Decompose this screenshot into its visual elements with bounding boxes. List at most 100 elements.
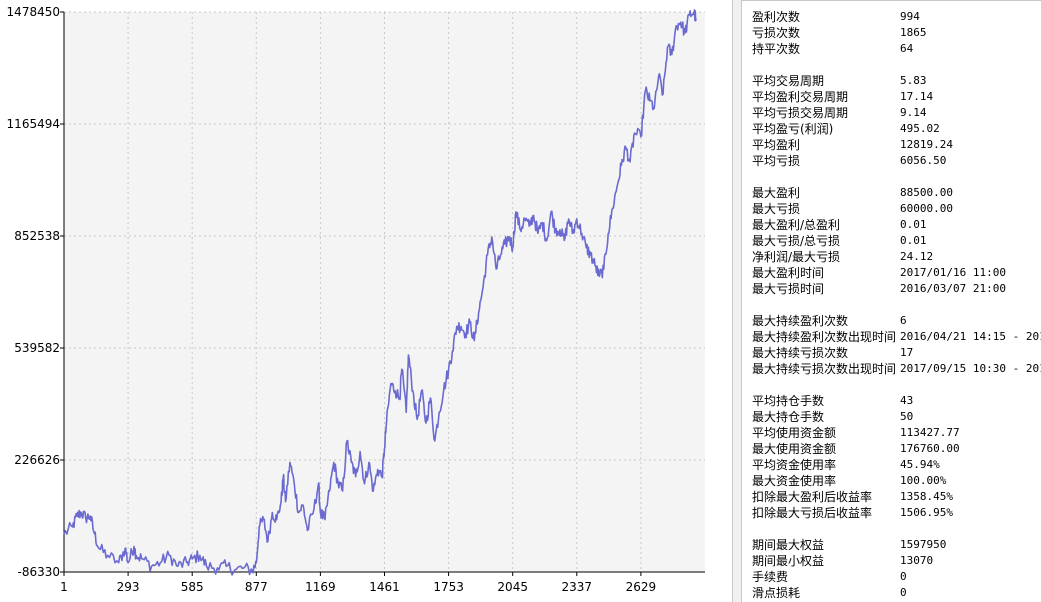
x-tick-label: 1461 [369,580,400,594]
stat-value: 17 [900,346,914,359]
stat-label: 扣除最大亏损后收益率 [752,506,873,520]
x-tick-label: 877 [245,580,268,594]
stat-row: 平均亏损交易周期 9.14 [742,105,1041,121]
stat-row: 最大使用资金额 176760.00 [742,441,1041,457]
stat-value: 176760.00 [900,442,960,455]
stat-value: 0 [900,570,907,583]
stat-label: 最大亏损时间 [752,282,825,296]
stat-label: 最大盈利/总盈利 [752,218,841,232]
stat-row: 扣除最大盈利后收益率 1358.45% [742,489,1041,505]
stat-row: 最大盈利 88500.00 [742,185,1041,201]
stat-label: 最大使用资金额 [752,442,837,456]
stats-group: 平均持仓手数 43 最大持仓手数 50 平均使用资金额 113427.77 最大使用资金额 1… [742,393,1041,521]
stat-label: 最大持续盈利次数出现时间 [752,330,897,344]
stat-value: 13070 [900,554,934,567]
stat-label: 平均盈利交易周期 [752,90,849,104]
stat-label: 最大持续亏损次数出现时间 [752,362,897,376]
stat-value: 2016/03/07 21:00 [900,282,1006,295]
x-tick-label: 1753 [433,580,464,594]
stat-row: 手续费 0 [742,569,1041,585]
stat-row: 期间最小权益 13070 [742,553,1041,569]
stat-label: 平均持仓手数 [752,394,825,408]
statistics-list: 盈利次数 994 亏损次数 1865 持平次数 64 平均交易周期 5.83 平均盈利交易周期 1… [742,1,1041,601]
stat-row: 最大持仓手数 50 [742,409,1041,425]
stat-label: 净利润/最大亏损 [752,250,841,264]
stat-value: 100.00% [900,474,947,487]
stat-label: 最大持续亏损次数 [752,346,849,360]
stat-label: 最大亏损/总亏损 [752,234,841,248]
x-tick-label: 293 [117,580,140,594]
equity-series-line [63,9,697,576]
stat-row: 最大亏损时间 2016/03/07 21:00 [742,281,1041,297]
stat-label: 最大资金使用率 [752,474,837,488]
stat-label: 最大亏损 [752,202,801,216]
stat-value: 1597950 [900,538,947,551]
stat-label: 滑点损耗 [752,586,801,600]
stat-row: 亏损次数 1865 [742,25,1041,41]
stat-label: 盈利次数 [752,10,801,24]
stat-row: 盈利次数 994 [742,9,1041,25]
y-tick-label: -86330 [17,565,60,579]
stat-value: 2016/04/21 14:15 - 2016/ [900,330,1041,343]
stat-value: 0.01 [900,234,927,247]
y-tick-label: 1478450 [7,5,60,19]
equity-chart-panel: -86330 226626 539582 852538 1165494 1478450 1… [6,5,705,594]
panel-splitter[interactable] [732,0,742,602]
stat-label: 期间最小权益 [752,554,825,568]
stat-label: 扣除最大盈利后收益率 [752,490,873,504]
y-axis-ticks: -86330 226626 539582 852538 1165494 1478450 [7,5,64,579]
stat-row: 平均盈亏(利润) 495.02 [742,121,1041,137]
stat-row: 最大亏损 60000.00 [742,201,1041,217]
stats-group: 盈利次数 994 亏损次数 1865 持平次数 64 [742,9,1041,57]
stat-row: 持平次数 64 [742,41,1041,57]
y-tick-label: 1165494 [7,117,60,131]
stat-row: 平均盈利 12819.24 [742,137,1041,153]
stat-value: 2017/01/16 11:00 [900,266,1006,279]
stat-row: 滑点损耗 0 [742,585,1041,601]
stat-value: 45.94% [900,458,940,471]
x-tick-label: 2337 [562,580,593,594]
stat-value: 50 [900,410,914,423]
stat-value: 2017/09/15 10:30 - 2017/ [900,362,1041,375]
stat-label: 手续费 [752,570,789,584]
stat-row: 平均盈利交易周期 17.14 [742,89,1041,105]
stat-label: 平均盈利 [752,138,801,152]
stat-row: 期间最大权益 1597950 [742,537,1041,553]
equity-curve-chart: -86330 226626 539582 852538 1165494 1478450 1… [7,5,705,594]
stat-label: 期间最大权益 [752,538,825,552]
stat-row: 净利润/最大亏损 24.12 [742,249,1041,265]
stat-value: 113427.77 [900,426,960,439]
stat-value: 24.12 [900,250,934,263]
stat-value: 88500.00 [900,186,953,199]
stat-row: 最大资金使用率 100.00% [742,473,1041,489]
stats-group: 期间最大权益 1597950 期间最小权益 13070 手续费 0 滑点损耗 0 [742,537,1041,601]
stat-value: 6056.50 [900,154,947,167]
stat-row: 最大持续亏损次数 17 [742,345,1041,361]
x-tick-label: 1169 [305,580,336,594]
stat-value: 1865 [900,26,927,39]
stat-row: 最大持续盈利次数 6 [742,313,1041,329]
stat-value: 64 [900,42,914,55]
stat-value: 17.14 [900,90,934,103]
stat-row: 平均持仓手数 43 [742,393,1041,409]
stat-label: 最大盈利时间 [752,266,825,280]
stats-group: 平均交易周期 5.83 平均盈利交易周期 17.14 平均亏损交易周期 9.14 平均盈亏(… [742,73,1041,169]
y-tick-label: 852538 [14,229,60,243]
stat-label: 平均亏损 [752,154,801,168]
stat-value: 495.02 [900,122,940,135]
stats-group: 最大盈利 88500.00 最大亏损 60000.00 最大盈利/总盈利 0.01 最大亏损… [742,185,1041,297]
stat-label: 平均交易周期 [752,74,825,88]
stats-group: 最大持续盈利次数 6 最大持续盈利次数出现时间 2016/04/21 14:15 - … [742,313,1041,377]
stat-row: 平均亏损 6056.50 [742,153,1041,169]
stat-label: 最大盈利 [752,186,801,200]
stat-value: 43 [900,394,914,407]
stat-value: 6 [900,314,907,327]
stat-row: 扣除最大亏损后收益率 1506.95% [742,505,1041,521]
stat-value: 0.01 [900,218,927,231]
stat-value: 60000.00 [900,202,953,215]
stat-row: 平均交易周期 5.83 [742,73,1041,89]
statistics-panel: 盈利次数 994 亏损次数 1865 持平次数 64 平均交易周期 5.83 平均盈利交易周期 1… [742,0,1041,602]
stat-label: 平均盈亏(利润) [752,122,834,136]
